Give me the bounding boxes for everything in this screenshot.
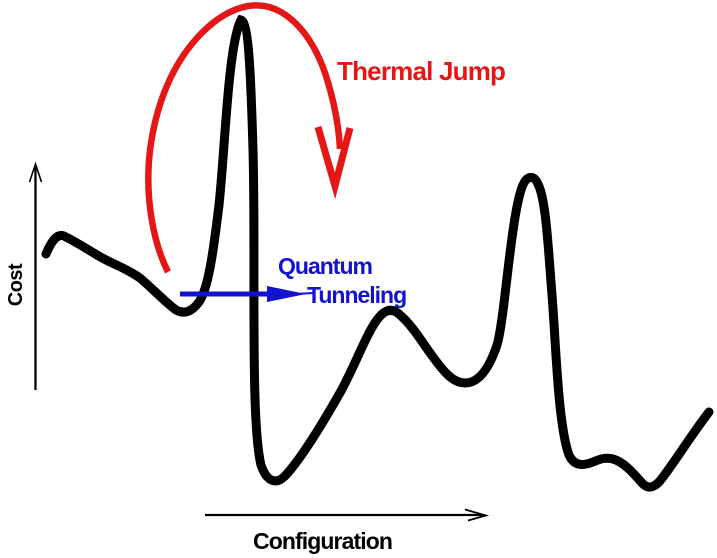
y-axis [28,161,43,390]
y-axis-label: Cost [5,263,27,306]
x-axis-label: Configuration [253,528,392,554]
thermal-jump-arc [145,2,344,274]
thermal-jump-label: Thermal Jump [337,56,505,86]
quantum-tunneling-label-line1: Quantum [278,253,372,279]
quantum-tunneling-label-line2: Tunneling [307,282,406,308]
y-axis-arrow-up-icon [28,161,43,183]
x-axis [205,508,490,522]
quantum-tunneling-arrow [180,286,315,302]
thermal-jump-arrowhead-down-icon [314,126,354,200]
cost-landscape-curve [41,14,714,492]
thermal-jump-arrow [145,2,354,274]
x-axis-arrow-right-icon [464,508,490,522]
quantum-tunneling-arrowhead-right-icon [267,286,306,302]
